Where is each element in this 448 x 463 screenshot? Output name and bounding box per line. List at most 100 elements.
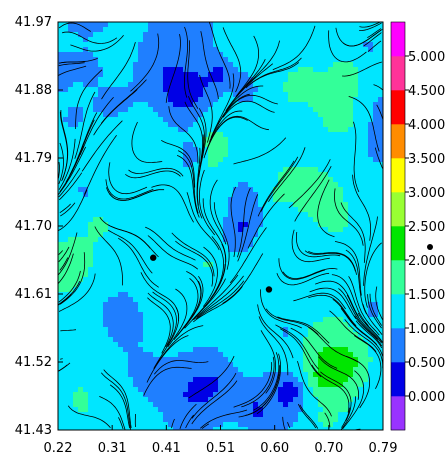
contour-cell [263,337,269,343]
contour-cell [83,227,89,233]
contour-cell [353,372,359,378]
contour-cell [303,112,309,118]
contour-cell [248,187,254,193]
contour-cell [253,152,259,158]
contour-cell [338,227,344,233]
contour-cell [103,37,109,43]
contour-cell [143,282,149,288]
contour-cell [183,347,189,353]
contour-cell [168,157,174,163]
contour-cell [63,92,69,98]
contour-cell [218,132,224,138]
contour-cell [328,127,334,133]
contour-cell [258,247,264,253]
contour-cell [93,282,99,288]
contour-cell [308,212,314,218]
contour-cell [233,77,239,83]
contour-cell [108,122,114,128]
contour-cell [288,172,294,178]
contour-cell [283,247,289,253]
contour-cell [178,207,184,213]
contour-cell [238,232,244,238]
contour-cell [378,377,383,383]
contour-cell [188,187,194,193]
contour-cell [248,332,254,338]
contour-cell [98,182,104,188]
contour-cell [118,252,124,258]
contour-cell [63,157,69,163]
contour-cell [273,377,279,383]
contour-cell [198,142,204,148]
contour-cell [298,397,304,403]
contour-cell [108,207,114,213]
contour-cell [103,287,109,293]
contour-cell [128,142,134,148]
contour-cell [68,147,74,153]
contour-cell [228,302,234,308]
contour-cell [263,392,269,398]
contour-cell [213,52,219,58]
contour-cell [188,372,194,378]
contour-cell [263,227,269,233]
contour-cell [318,82,324,88]
contour-cell [353,92,359,98]
contour-cell [298,217,304,223]
contour-cell [193,137,199,143]
contour-cell [263,122,269,128]
contour-cell [328,232,334,238]
contour-cell [258,227,264,233]
contour-cell [343,252,349,258]
contour-cell [158,267,164,273]
contour-cell [378,87,383,93]
contour-cell [138,397,144,403]
contour-cell [118,187,124,193]
contour-cell [238,62,244,68]
contour-cell [233,232,239,238]
contour-cell [153,282,159,288]
contour-cell [293,342,299,348]
contour-cell [133,387,139,393]
contour-cell [293,202,299,208]
contour-cell [243,337,249,343]
contour-cell [83,272,89,278]
contour-cell [238,167,244,173]
contour-cell [183,112,189,118]
contour-cell [373,272,379,278]
contour-cell [188,367,194,373]
contour-cell [223,372,229,378]
contour-cell [278,167,284,173]
contour-cell [178,157,184,163]
contour-cell [248,372,254,378]
contour-cell [298,202,304,208]
contour-cell [218,37,224,43]
contour-cell [143,102,149,108]
contour-cell [268,262,274,268]
contour-cell [158,47,164,53]
contour-cell [253,52,259,58]
contour-cell [293,162,299,168]
contour-cell [353,207,359,213]
contour-cell [343,327,349,333]
contour-cell [113,342,119,348]
contour-cell [358,47,364,53]
contour-cell [118,207,124,213]
contour-cell [348,222,354,228]
contour-cell [73,67,79,73]
contour-cell [353,352,359,358]
contour-cell [163,117,169,123]
contour-cell [148,357,154,363]
contour-cell [93,247,99,253]
contour-cell [303,192,309,198]
contour-cell [353,42,359,48]
contour-cell [133,102,139,108]
contour-cell [328,272,334,278]
contour-cell [158,252,164,258]
contour-cell [373,27,379,33]
contour-cell [163,267,169,273]
contour-cell [258,252,264,258]
contour-cell [103,372,109,378]
contour-cell [308,352,314,358]
contour-cell [168,32,174,38]
contour-cell [298,82,304,88]
contour-cell [168,377,174,383]
